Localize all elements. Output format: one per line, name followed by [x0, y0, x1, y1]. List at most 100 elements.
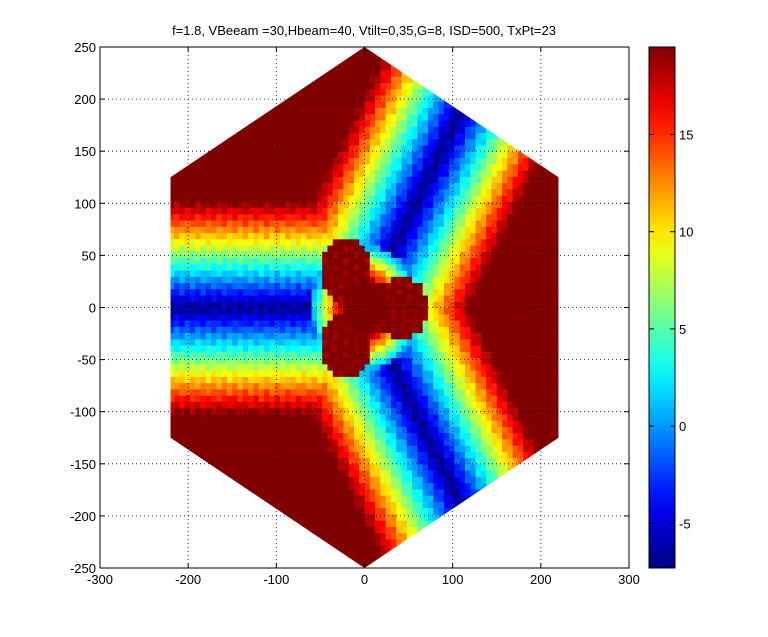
- heat-cell: [369, 401, 376, 409]
- heat-cell: [449, 157, 456, 165]
- heat-cell: [290, 257, 297, 265]
- heat-cell: [380, 144, 387, 152]
- heat-cell: [205, 376, 212, 384]
- heat-cell: [263, 451, 270, 459]
- heat-cell: [226, 382, 233, 390]
- heat-cell: [412, 169, 418, 177]
- heat-cell: [211, 445, 217, 452]
- heat-cell: [454, 182, 461, 190]
- heat-cell: [369, 163, 376, 171]
- heat-cell: [232, 376, 239, 384]
- heat-cell: [348, 357, 355, 365]
- heat-cell: [332, 188, 339, 196]
- heat-cell: [401, 176, 408, 184]
- heat-cell: [422, 169, 429, 177]
- heat-cell: [380, 276, 387, 284]
- heat-cell: [422, 426, 429, 434]
- heat-cell: [184, 194, 191, 202]
- heat-cell: [465, 451, 471, 459]
- heat-cell: [195, 194, 202, 202]
- heat-cell: [422, 126, 429, 134]
- heat-cell: [438, 301, 445, 309]
- heat-cell: [364, 294, 371, 302]
- heat-cell: [396, 213, 403, 221]
- heat-cell: [258, 257, 265, 265]
- heat-cell: [316, 269, 323, 277]
- heat-cell: [263, 213, 270, 221]
- heat-cell: [470, 351, 477, 359]
- heat-cell: [401, 263, 408, 271]
- heat-cell: [274, 194, 281, 202]
- heat-cell: [211, 188, 217, 196]
- heat-cell: [359, 207, 366, 215]
- heat-cell: [396, 232, 403, 240]
- heat-cell: [253, 401, 260, 409]
- heat-cell: [285, 463, 292, 471]
- heat-cell: [216, 163, 223, 171]
- heat-cell: [327, 501, 334, 509]
- heat-cell: [375, 63, 381, 71]
- heat-cell: [205, 370, 212, 377]
- heat-cell: [285, 388, 292, 396]
- heat-cell: [412, 488, 418, 496]
- heat-cell: [311, 163, 318, 171]
- heat-cell: [433, 182, 440, 190]
- heat-cell: [174, 219, 180, 227]
- heat-cell: [221, 407, 228, 415]
- heat-cell: [443, 501, 450, 509]
- heat-cell: [443, 326, 450, 334]
- heat-cell: [359, 263, 366, 271]
- heat-cell: [285, 169, 292, 177]
- heat-cell: [343, 69, 350, 77]
- heat-cell: [343, 451, 350, 459]
- heat-cell: [353, 301, 360, 309]
- heat-cell: [327, 232, 334, 240]
- heat-cell: [327, 219, 334, 227]
- heat-cell: [412, 432, 418, 440]
- heat-cell: [422, 507, 429, 515]
- heat-cell: [216, 432, 223, 440]
- heat-cell: [205, 207, 212, 215]
- heat-cell: [242, 420, 249, 427]
- heat-cell: [343, 413, 350, 421]
- heat-cell: [438, 407, 445, 415]
- heat-cell: [174, 263, 180, 271]
- heat-cell: [369, 332, 376, 340]
- heat-cell: [369, 107, 376, 115]
- heat-cell: [306, 182, 313, 190]
- heat-cell: [301, 94, 307, 102]
- heat-cell: [290, 219, 297, 227]
- heat-cell: [211, 345, 217, 352]
- heat-cell: [285, 401, 292, 409]
- heat-cell: [258, 495, 265, 502]
- heat-cell: [179, 345, 186, 352]
- heat-cell: [226, 213, 233, 221]
- heat-cell: [406, 126, 413, 134]
- heat-cell: [422, 357, 429, 365]
- heat-cell: [290, 388, 297, 396]
- heat-cell: [242, 320, 249, 327]
- heat-cell: [170, 301, 175, 309]
- heat-cell: [195, 382, 202, 390]
- heat-cell: [279, 263, 286, 271]
- heat-cell: [396, 301, 403, 309]
- heat-cell: [365, 39, 371, 46]
- heat-cell: [301, 226, 307, 234]
- heat-cell: [454, 169, 461, 177]
- heat-cell: [301, 244, 307, 252]
- heat-cell: [332, 157, 339, 165]
- heat-cell: [253, 313, 260, 321]
- heat-cell: [353, 457, 360, 465]
- heat-cell: [311, 263, 318, 271]
- heat-cell: [417, 420, 424, 427]
- heat-cell: [290, 507, 297, 515]
- heat-cell: [353, 76, 360, 84]
- heat-cell: [295, 101, 302, 109]
- heat-cell: [295, 407, 302, 415]
- heat-cell: [353, 201, 360, 209]
- heat-cell: [226, 201, 233, 209]
- heat-cell: [338, 438, 344, 446]
- heat-cell: [385, 188, 392, 196]
- heat-cell: [285, 407, 292, 415]
- heat-cell: [390, 263, 397, 271]
